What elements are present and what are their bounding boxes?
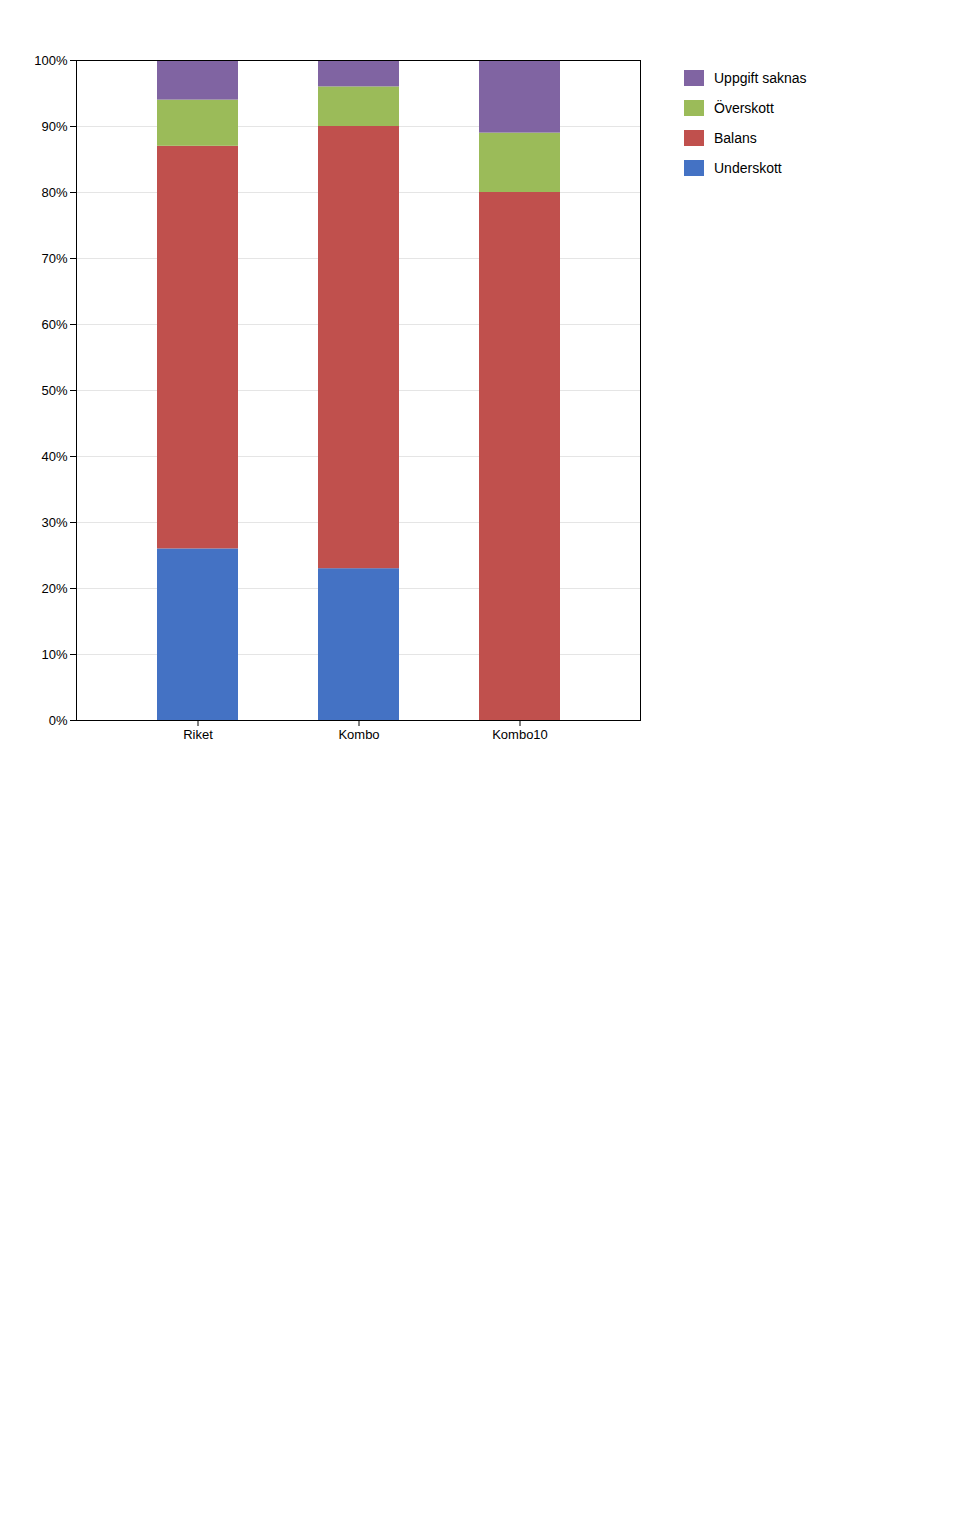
svg-text:100%: 100% [34, 53, 68, 68]
svg-text:30%: 30% [41, 515, 67, 530]
svg-text:80%: 80% [41, 185, 67, 200]
html-text:Uppgift saknas: Uppgift saknas [714, 70, 807, 86]
svg-text:50%: 50% [41, 383, 67, 398]
svg-text:0%: 0% [49, 713, 68, 728]
svg-text:Kombo: Kombo [338, 727, 379, 742]
svg-text:60%: 60% [41, 317, 67, 332]
svg-text:90%: 90% [41, 119, 67, 134]
svg-text:40%: 40% [41, 449, 67, 464]
html-text:Balans: Balans [714, 130, 757, 146]
svg-text:10%: 10% [41, 647, 67, 662]
svg-text:Kombo10: Kombo10 [492, 727, 548, 742]
html-text:Överskott: Överskott [714, 100, 774, 116]
svg-text:70%: 70% [41, 251, 67, 266]
svg-text:Riket: Riket [183, 727, 213, 742]
html-text:Underskott: Underskott [714, 160, 782, 176]
svg-text:20%: 20% [41, 581, 67, 596]
